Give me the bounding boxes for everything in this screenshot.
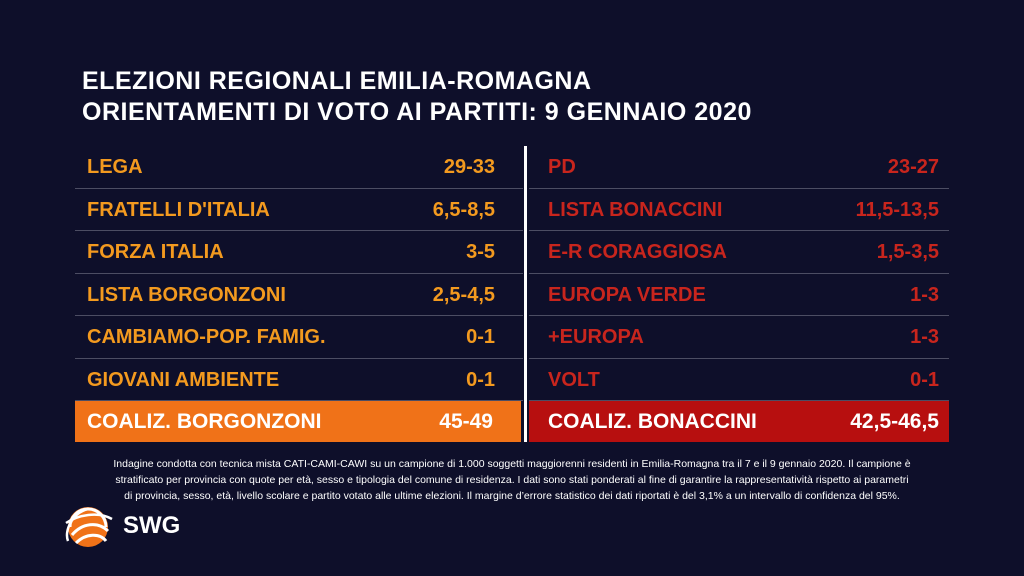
right-column: PD 23-27 LISTA BONACCINI 11,5-13,5 E-R CORAG… <box>529 146 949 401</box>
note-line-3: di provincia, sesso, età, livello scolar… <box>124 490 900 502</box>
table-row: LISTA BORGONZONI 2,5-4,5 <box>75 274 523 316</box>
table-row: LISTA BONACCINI 11,5-13,5 <box>529 189 949 231</box>
table-row: FRATELLI D'ITALIA 6,5-8,5 <box>75 189 523 231</box>
row-separator <box>75 400 523 401</box>
vote-range: 3-5 <box>466 241 495 263</box>
row-separator <box>75 357 523 359</box>
row-separator <box>529 400 949 401</box>
row-separator <box>75 272 523 274</box>
row-separator <box>529 315 949 316</box>
party-name: +EUROPA <box>548 326 644 348</box>
methodology-note: Indagine condotta con tecnica mista CATI… <box>80 456 944 504</box>
vote-range: 0-1 <box>466 326 495 348</box>
vote-range: 2,5-4,5 <box>432 283 495 306</box>
vote-range: 11,5-13,5 <box>855 198 939 221</box>
total-value-right: 42,5-46,5 <box>850 410 939 433</box>
party-name: LISTA BONACCINI <box>548 198 723 221</box>
vote-range: 0-1 <box>466 368 495 391</box>
note-line-2: stratificato per provincia con quote per… <box>115 474 909 486</box>
row-separator <box>529 357 949 359</box>
party-name: EUROPA VERDE <box>548 283 706 306</box>
vote-range: 23-27 <box>887 156 939 178</box>
party-name: LEGA <box>87 156 143 178</box>
table-row: FORZA ITALIA 3-5 <box>75 231 523 274</box>
row-separator <box>75 187 523 189</box>
note-line-1: Indagine condotta con tecnica mista CATI… <box>113 458 911 470</box>
vote-range: 29-33 <box>443 156 495 178</box>
table-row: PD 23-27 <box>529 146 949 189</box>
party-name: PD <box>548 156 576 178</box>
title-line-2: ORIENTAMENTI DI VOTO AI PARTITI: 9 GENNA… <box>82 98 752 126</box>
table-row: LEGA 29-33 <box>75 146 523 189</box>
swg-globe-icon <box>65 507 113 547</box>
table-row: GIOVANI AMBIENTE 0-1 <box>75 359 523 401</box>
party-name: FORZA ITALIA <box>87 241 224 263</box>
party-name: CAMBIAMO-POP. FAMIG. <box>87 326 326 348</box>
row-separator <box>529 187 949 189</box>
party-name: E-R CORAGGIOSA <box>548 241 727 263</box>
table-row: VOLT 0-1 <box>529 359 949 401</box>
vote-range: 6,5-8,5 <box>432 198 495 221</box>
page-title: ELEZIONI REGIONALI EMILIA-ROMAGNA ORIENT… <box>82 66 752 128</box>
column-divider <box>524 146 527 442</box>
row-separator <box>75 230 523 231</box>
total-row-right: COALIZ. BONACCINI 42,5-46,5 <box>529 401 949 442</box>
table-row: EUROPA VERDE 1-3 <box>529 274 949 316</box>
party-name: LISTA BORGONZONI <box>87 283 286 306</box>
vote-range: 1,5-3,5 <box>876 241 939 263</box>
title-line-1: ELEZIONI REGIONALI EMILIA-ROMAGNA <box>82 67 592 95</box>
vote-range: 1-3 <box>910 326 939 348</box>
vote-range: 1-3 <box>910 283 939 306</box>
total-row-left: COALIZ. BORGONZONI 45-49 <box>75 401 521 442</box>
logo-text: SWG <box>123 512 181 539</box>
table-row: +EUROPA 1-3 <box>529 316 949 359</box>
total-value-left: 45-49 <box>439 410 493 433</box>
left-column: LEGA 29-33 FRATELLI D'ITALIA 6,5-8,5 FORZA I… <box>75 146 523 401</box>
row-separator <box>529 230 949 231</box>
vote-range: 0-1 <box>910 368 939 391</box>
table-row: CAMBIAMO-POP. FAMIG. 0-1 <box>75 316 523 359</box>
total-party-right: COALIZ. BONACCINI <box>548 410 757 433</box>
party-name: FRATELLI D'ITALIA <box>87 198 270 221</box>
swg-logo: SWG <box>58 497 188 557</box>
results-table: LEGA 29-33 FRATELLI D'ITALIA 6,5-8,5 FORZA I… <box>75 146 949 442</box>
row-separator <box>529 272 949 274</box>
total-party-left: COALIZ. BORGONZONI <box>87 410 322 433</box>
party-name: VOLT <box>548 368 600 391</box>
table-row: E-R CORAGGIOSA 1,5-3,5 <box>529 231 949 274</box>
party-name: GIOVANI AMBIENTE <box>87 368 280 391</box>
row-separator <box>75 315 523 316</box>
